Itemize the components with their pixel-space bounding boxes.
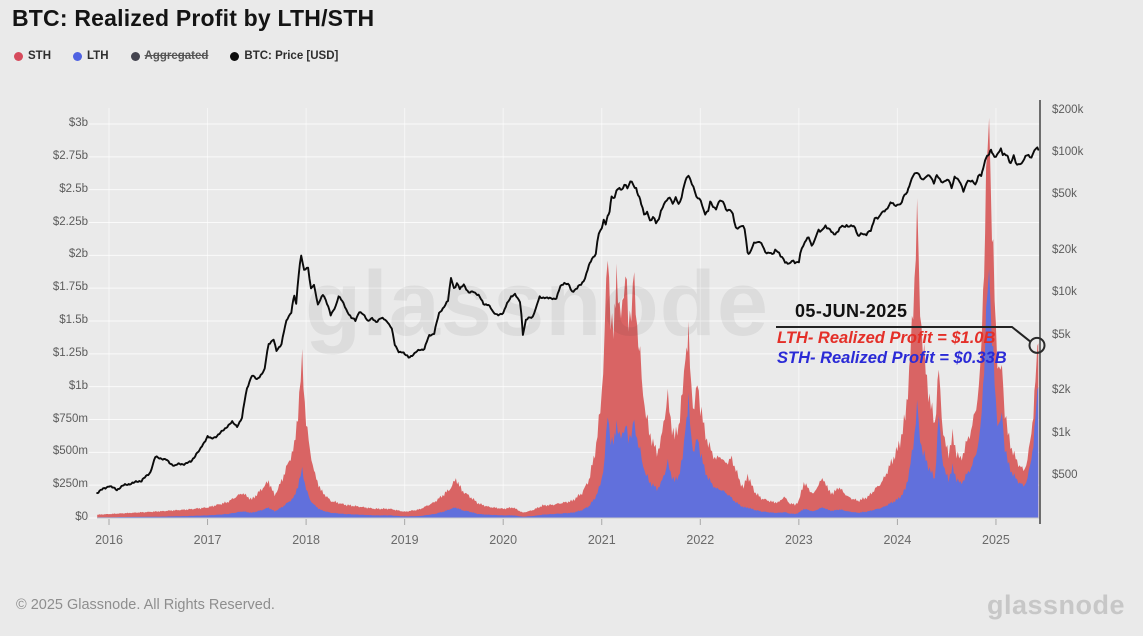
x-axis-tick: 2024 [883, 533, 912, 547]
left-axis-tick: $2b [68, 248, 88, 261]
legend-dot-icon [230, 51, 240, 61]
legend-item-lth[interactable]: LTH [73, 50, 109, 62]
right-axis-tick: $2k [1052, 384, 1071, 397]
annotation-sth-value: STH- Realized Profit = $0.33B [777, 349, 1007, 367]
legend-label: Aggregated [144, 50, 209, 62]
right-axis-tick: $100k [1052, 146, 1084, 158]
left-axis-tick: $3b [68, 117, 88, 129]
right-axis-tick: $5k [1052, 328, 1071, 341]
left-axis-tick: $1.25b [52, 346, 88, 359]
legend-label: STH [28, 50, 51, 62]
right-axis-tick: $1k [1052, 426, 1071, 439]
annotation-lth-value: LTH- Realized Profit = $1.0B [777, 329, 996, 347]
legend: STH LTH Aggregated BTC: Price [USD] [14, 50, 338, 62]
legend-dot-icon [73, 51, 82, 61]
legend-label: LTH [87, 50, 109, 62]
right-axis-tick: $500 [1052, 468, 1078, 481]
latest-value-marker [1028, 336, 1046, 354]
left-axis-tick: $250m [52, 478, 88, 491]
legend-dot-icon [14, 51, 23, 61]
left-axis-tick: $2.75b [52, 149, 88, 162]
left-axis-tick: $1b [68, 379, 88, 392]
right-axis-tick: $10k [1052, 286, 1077, 299]
glassnode-logo: glassnode [986, 590, 1125, 620]
right-axis-tick: $200k [1052, 103, 1084, 116]
x-axis-tick: 2021 [587, 533, 616, 547]
legend-item-sth[interactable]: STH [14, 50, 51, 62]
x-axis-tick: 2017 [193, 533, 222, 547]
legend-label: BTC: Price [USD] [244, 50, 339, 62]
legend-item-aggregated[interactable]: Aggregated [130, 50, 209, 62]
page-title: BTC: Realized Profit by LTH/STH [12, 5, 375, 31]
x-axis-tick: 2025 [982, 533, 1010, 547]
x-axis-tick: 2018 [292, 533, 320, 547]
left-axis-tick: $1.75b [52, 281, 88, 294]
x-axis-tick: 2019 [390, 533, 419, 547]
right-axis-tick: $50k [1052, 188, 1077, 201]
left-axis-tick: $2.5b [59, 182, 88, 195]
left-axis-tick: $1.5b [59, 314, 88, 326]
x-axis-tick: 2022 [686, 533, 715, 547]
left-axis-tick: $0 [75, 511, 88, 523]
left-axis-tick: $750m [52, 412, 88, 425]
left-axis-tick: $2.25b [52, 215, 88, 228]
right-axis-tick: $20k [1052, 244, 1077, 257]
footer-copyright: © 2025 Glassnode. All Rights Reserved. [16, 597, 275, 613]
x-axis-tick: 2020 [489, 533, 518, 547]
x-axis-tick: 2016 [95, 533, 123, 547]
legend-item-btc-price-usd-[interactable]: BTC: Price [USD] [230, 50, 338, 62]
legend-dot-icon [130, 51, 140, 61]
annotation-date: 05-JUN-2025 [795, 301, 908, 321]
x-axis-tick: 2023 [784, 533, 813, 547]
left-axis-tick: $500m [52, 445, 88, 458]
